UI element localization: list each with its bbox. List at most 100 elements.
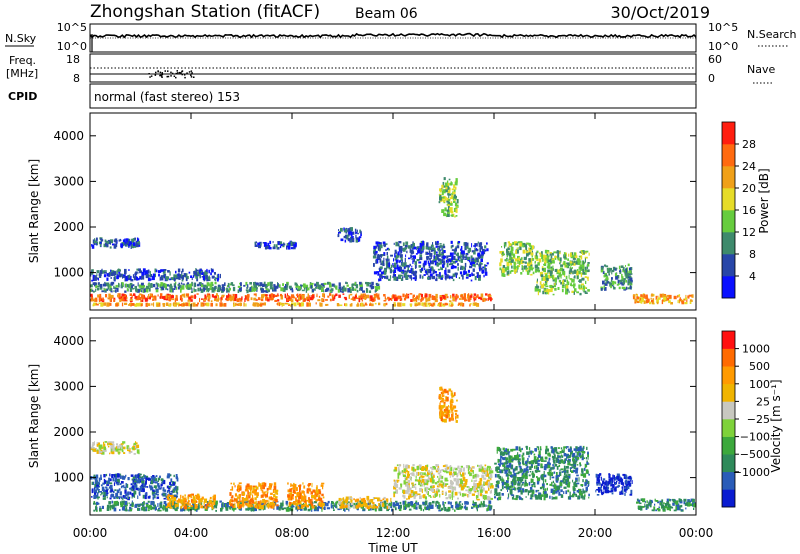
power-cell (314, 283, 317, 287)
velocity-cell (439, 493, 441, 498)
power-cell (176, 273, 178, 278)
power-cell (110, 294, 114, 299)
power-cell (574, 288, 577, 292)
power-cell (476, 275, 478, 277)
power-cell (392, 273, 394, 278)
power-cell (120, 244, 123, 249)
power-cell (276, 246, 278, 249)
power-cell (583, 291, 587, 293)
power-cell (206, 268, 208, 273)
power-cell (95, 288, 97, 292)
power-cell (689, 300, 692, 304)
power-cell (338, 231, 341, 234)
velocity-cell (231, 506, 233, 509)
power-cell (268, 247, 272, 250)
power-cell (518, 241, 520, 244)
power-cell (110, 269, 112, 273)
power-cell (549, 253, 552, 256)
velocity-cell (94, 482, 97, 485)
velocity-cell (128, 502, 130, 505)
velocity-cell (442, 491, 444, 494)
velocity-cell (249, 485, 253, 490)
power-cell (509, 270, 512, 274)
velocity-cell (321, 500, 324, 505)
power-cell (390, 254, 393, 257)
power-cell (406, 250, 408, 254)
velocity-cell (320, 502, 322, 505)
velocity-cell (102, 497, 106, 500)
power-cell (480, 256, 484, 259)
velocity-cell (212, 501, 214, 506)
power-cell (267, 244, 270, 248)
velocity-cell (489, 473, 493, 479)
power-cell (460, 246, 463, 250)
power-cell (136, 296, 139, 300)
velocity-cell (104, 480, 107, 483)
power-cell (402, 242, 405, 247)
power-cell (643, 294, 646, 298)
velocity-cell (131, 493, 134, 497)
power-cell (544, 272, 548, 275)
velocity-cell (195, 508, 199, 511)
velocity-cell (418, 464, 421, 469)
velocity-cell (432, 475, 435, 478)
velocity-cell (176, 504, 179, 507)
power-cell (175, 297, 178, 301)
velocity-cell (172, 503, 174, 506)
velocity-cell (300, 498, 304, 502)
power-cell (556, 251, 560, 254)
velocity-cell (237, 490, 240, 493)
velocity-cell (120, 481, 124, 484)
power-cell (566, 262, 570, 266)
velocity-cell (490, 497, 493, 500)
freq-scatter-dot (181, 70, 183, 73)
power-cell (579, 279, 582, 283)
power-cell (443, 250, 446, 253)
power-cell (558, 279, 562, 283)
velocity-cell (116, 482, 120, 486)
power-cell (90, 284, 93, 288)
power-cell (422, 275, 424, 280)
velocity-cell (180, 502, 182, 505)
power-cell (530, 244, 532, 247)
power-cell (284, 293, 286, 299)
velocity-cell (254, 497, 257, 501)
power-cell (101, 290, 105, 293)
nave-tick-bottom: 0 (708, 72, 715, 85)
power-cell (209, 287, 213, 291)
velocity-cell (296, 491, 300, 497)
power-cell (565, 288, 567, 293)
power-cell (668, 300, 671, 304)
power-cell (446, 197, 449, 202)
velocity-cell (406, 498, 408, 500)
power-cell (571, 267, 573, 269)
velocity-cell (455, 501, 458, 504)
velocity-cell (161, 493, 163, 496)
velocity-cell (290, 484, 293, 486)
velocity-cell (262, 498, 266, 504)
power-cell (113, 285, 115, 289)
velocity-cell (187, 496, 189, 501)
power-cell (416, 248, 418, 251)
velocity-cell (435, 501, 439, 504)
velocity-cell (163, 501, 167, 504)
velocity-cell (137, 495, 139, 499)
velocity-cell (490, 477, 492, 481)
velocity-cell (270, 506, 273, 509)
velocity-cell (272, 489, 275, 493)
velocity-cell (474, 502, 477, 507)
power-cell (140, 282, 144, 287)
power-cell (208, 302, 210, 307)
velocity-cell (114, 447, 117, 451)
velocity-cell (100, 477, 102, 480)
freq-scatter-dot (171, 72, 174, 75)
power-cell (125, 275, 129, 280)
velocity-plot-background (90, 318, 696, 515)
velocity-cell (139, 480, 142, 483)
power-cell (277, 299, 280, 302)
velocity-cell (172, 488, 175, 494)
velocity-cell (131, 447, 135, 450)
velocity-cell (245, 498, 247, 501)
velocity-cell (262, 505, 266, 510)
velocity-cell (155, 492, 158, 496)
